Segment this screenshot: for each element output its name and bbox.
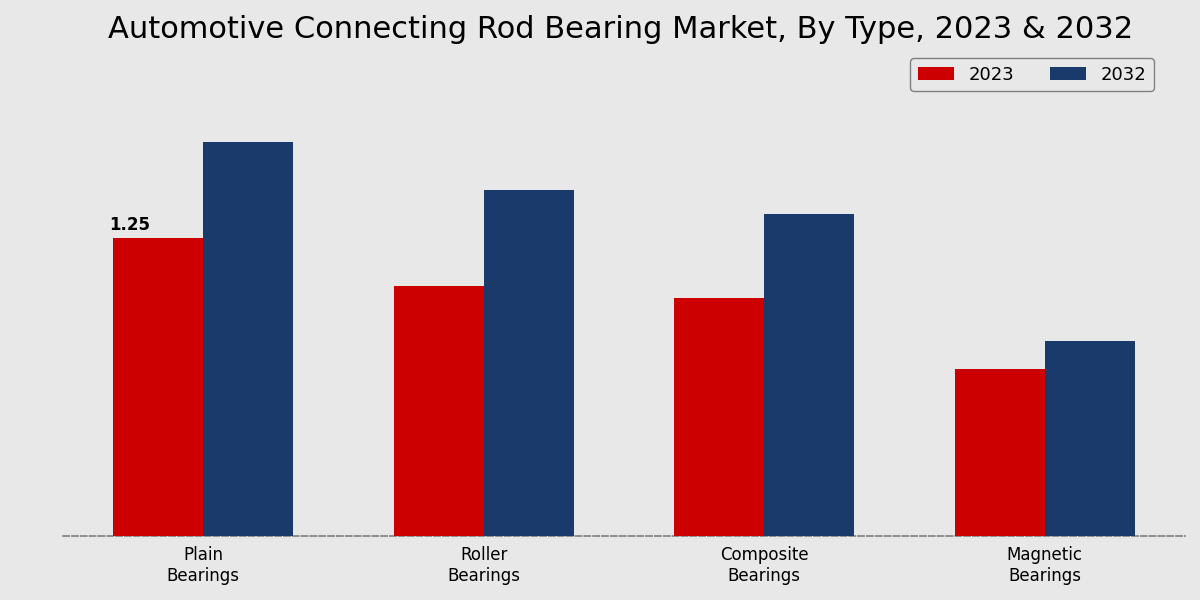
Bar — [394, 286, 484, 536]
Bar — [674, 298, 764, 536]
Text: 1.25: 1.25 — [109, 217, 150, 235]
Bar — [114, 238, 203, 536]
Bar — [1045, 341, 1134, 536]
Bar — [764, 214, 854, 536]
Bar — [203, 142, 293, 536]
Text: Automotive Connecting Rod Bearing Market, By Type, 2023 & 2032: Automotive Connecting Rod Bearing Market… — [108, 15, 1133, 44]
Legend: 2023, 2032: 2023, 2032 — [911, 58, 1153, 91]
Bar — [484, 190, 574, 536]
Bar — [955, 370, 1045, 536]
